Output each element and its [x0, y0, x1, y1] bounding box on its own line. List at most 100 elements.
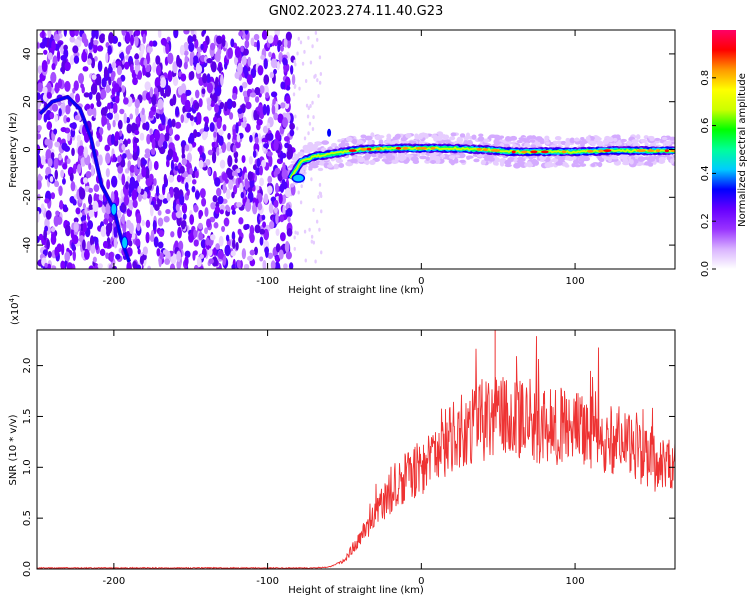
- noise-speckle: [262, 103, 267, 116]
- noise-speckle: [98, 194, 103, 201]
- track-halo: [317, 167, 324, 172]
- noise-speckle: [318, 55, 322, 60]
- noise-speckle: [88, 265, 94, 269]
- noise-speckle: [263, 193, 269, 204]
- track-peak: [395, 146, 402, 150]
- noise-speckle: [56, 49, 61, 62]
- noise-speckle: [184, 144, 190, 152]
- noise-speckle: [287, 216, 291, 223]
- noise-speckle: [108, 32, 114, 44]
- noise-speckle: [49, 175, 54, 183]
- noise-speckle: [189, 214, 195, 225]
- noise-speckle: [236, 168, 241, 174]
- track-halo: [378, 139, 384, 146]
- noise-speckle: [114, 131, 120, 141]
- colorbar-ticks: 0.0 0.2 0.4 0.6 0.8: [700, 70, 716, 277]
- noise-speckle: [112, 153, 116, 162]
- noise-speckle: [112, 103, 118, 111]
- noise-speckle: [42, 86, 48, 94]
- noise-speckle: [107, 112, 113, 120]
- noise-speckle: [79, 187, 86, 200]
- noise-speckle: [133, 137, 140, 144]
- noise-speckle: [147, 265, 152, 269]
- noise-speckle: [155, 64, 162, 76]
- noise-speckle: [310, 234, 314, 239]
- noise-speckle: [241, 55, 247, 66]
- track-halo: [571, 163, 576, 168]
- noise-speckle: [90, 103, 95, 110]
- noise-speckle: [197, 222, 203, 230]
- colorbar-tick-label: 0.0: [700, 261, 711, 277]
- noise-speckle: [223, 217, 230, 227]
- track-halo: [418, 140, 425, 145]
- noise-speckle: [70, 181, 76, 192]
- noise-speckle: [47, 52, 53, 61]
- noise-speckle: [144, 152, 151, 159]
- noise-speckle: [267, 175, 273, 184]
- noise-speckle: [107, 66, 113, 74]
- noise-speckle: [65, 224, 71, 237]
- noise-speckle: [234, 157, 238, 164]
- track-halo: [649, 138, 655, 142]
- noise-speckle: [85, 103, 91, 110]
- noise-speckle: [285, 76, 291, 87]
- noise-speckle: [241, 121, 247, 129]
- noise-speckle: [280, 81, 286, 90]
- track-halo: [494, 161, 499, 166]
- noise-speckle: [249, 233, 255, 244]
- noise-speckle: [307, 131, 310, 136]
- noise-speckle: [49, 112, 55, 120]
- noise-speckle: [232, 238, 236, 250]
- noise-speckle: [59, 200, 64, 210]
- noise-speckle: [176, 174, 182, 183]
- noise-speckle: [193, 229, 197, 239]
- noise-speckle: [82, 177, 89, 184]
- colorbar-tick-label: 0.8: [700, 70, 711, 86]
- noise-speckle: [117, 119, 123, 130]
- noise-speckle: [81, 32, 87, 44]
- noise-speckle: [259, 165, 263, 176]
- noise-speckle: [46, 92, 52, 99]
- noise-speckle: [242, 48, 249, 56]
- noise-speckle: [96, 100, 102, 108]
- noise-speckle: [235, 122, 239, 134]
- noise-speckle: [238, 31, 244, 37]
- noise-speckle: [145, 92, 152, 101]
- noise-speckle: [38, 175, 43, 181]
- noise-speckle: [135, 106, 139, 117]
- noise-speckle: [202, 30, 207, 35]
- noise-speckle: [300, 184, 303, 189]
- noise-speckle: [238, 217, 244, 225]
- noise-speckle: [182, 213, 187, 220]
- noise-speckle: [58, 154, 62, 161]
- noise-speckle: [236, 259, 241, 269]
- noise-speckle: [190, 97, 194, 105]
- noise-speckle: [193, 250, 198, 256]
- snr-frame: [36, 329, 676, 570]
- descending-track-core: [39, 95, 131, 263]
- noise-speckle: [240, 45, 244, 53]
- noise-speckle: [47, 30, 52, 39]
- noise-speckle: [148, 110, 154, 119]
- noise-speckle: [132, 180, 140, 189]
- noise-speckle: [87, 58, 92, 66]
- spectrogram-x-tick-label: -100: [256, 276, 279, 287]
- track-halo: [499, 161, 505, 167]
- snr-panel: -200 -100 0 100 0.0 0.5 1.0 1.5 2.0 (x104) Heigh…: [8, 294, 676, 596]
- track-halo: [544, 162, 552, 168]
- noise-speckle: [116, 209, 122, 219]
- noise-speckle: [51, 103, 59, 112]
- track-halo: [488, 157, 495, 162]
- noise-speckle: [201, 131, 208, 141]
- snr-y-tick-label: 1.0: [22, 459, 33, 475]
- noise-speckle: [288, 262, 294, 269]
- noise-speckle: [275, 228, 280, 236]
- noise-speckle: [101, 77, 107, 88]
- noise-speckle: [53, 34, 60, 42]
- noise-speckle: [268, 154, 273, 167]
- noise-speckle: [308, 121, 312, 126]
- noise-speckle: [199, 188, 206, 199]
- spectrogram-x-tick-label: -200: [103, 276, 126, 287]
- noise-speckle: [125, 181, 129, 190]
- track-peak: [483, 148, 488, 152]
